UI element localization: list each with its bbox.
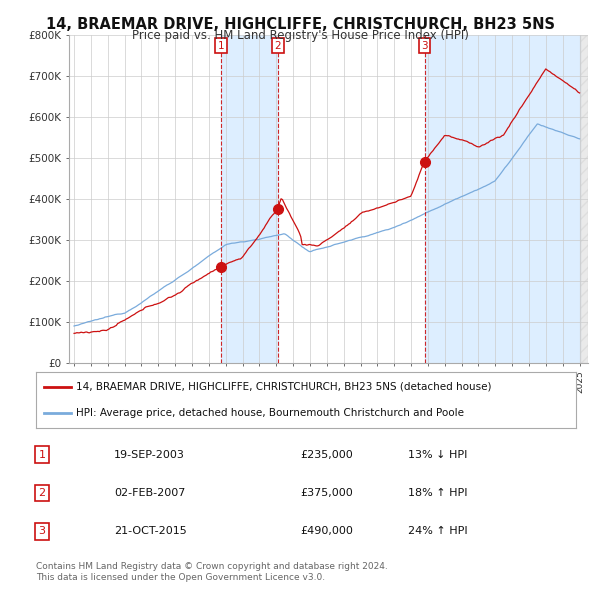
Text: 02-FEB-2007: 02-FEB-2007 [114,488,185,498]
Text: 13% ↓ HPI: 13% ↓ HPI [408,450,467,460]
Bar [221,35,278,363]
Text: £375,000: £375,000 [300,488,353,498]
Text: 1: 1 [38,450,46,460]
Text: 2: 2 [38,488,46,498]
Text: HPI: Average price, detached house, Bournemouth Christchurch and Poole: HPI: Average price, detached house, Bour… [77,408,464,418]
Text: This data is licensed under the Open Government Licence v3.0.: This data is licensed under the Open Gov… [36,573,325,582]
Text: 19-SEP-2003: 19-SEP-2003 [114,450,185,460]
Text: Contains HM Land Registry data © Crown copyright and database right 2024.: Contains HM Land Registry data © Crown c… [36,562,388,571]
Bar [580,35,588,363]
Text: 18% ↑ HPI: 18% ↑ HPI [408,488,467,498]
Text: 14, BRAEMAR DRIVE, HIGHCLIFFE, CHRISTCHURCH, BH23 5NS (detached house): 14, BRAEMAR DRIVE, HIGHCLIFFE, CHRISTCHU… [77,382,492,392]
Text: 3: 3 [421,41,428,51]
Text: Price paid vs. HM Land Registry's House Price Index (HPI): Price paid vs. HM Land Registry's House … [131,30,469,42]
Text: 1: 1 [218,41,224,51]
Text: 3: 3 [38,526,46,536]
Text: 14, BRAEMAR DRIVE, HIGHCLIFFE, CHRISTCHURCH, BH23 5NS: 14, BRAEMAR DRIVE, HIGHCLIFFE, CHRISTCHU… [46,17,554,31]
Bar [425,35,580,363]
Text: 2: 2 [274,41,281,51]
Text: 21-OCT-2015: 21-OCT-2015 [114,526,187,536]
Text: £235,000: £235,000 [300,450,353,460]
Text: 24% ↑ HPI: 24% ↑ HPI [408,526,467,536]
Text: £490,000: £490,000 [300,526,353,536]
